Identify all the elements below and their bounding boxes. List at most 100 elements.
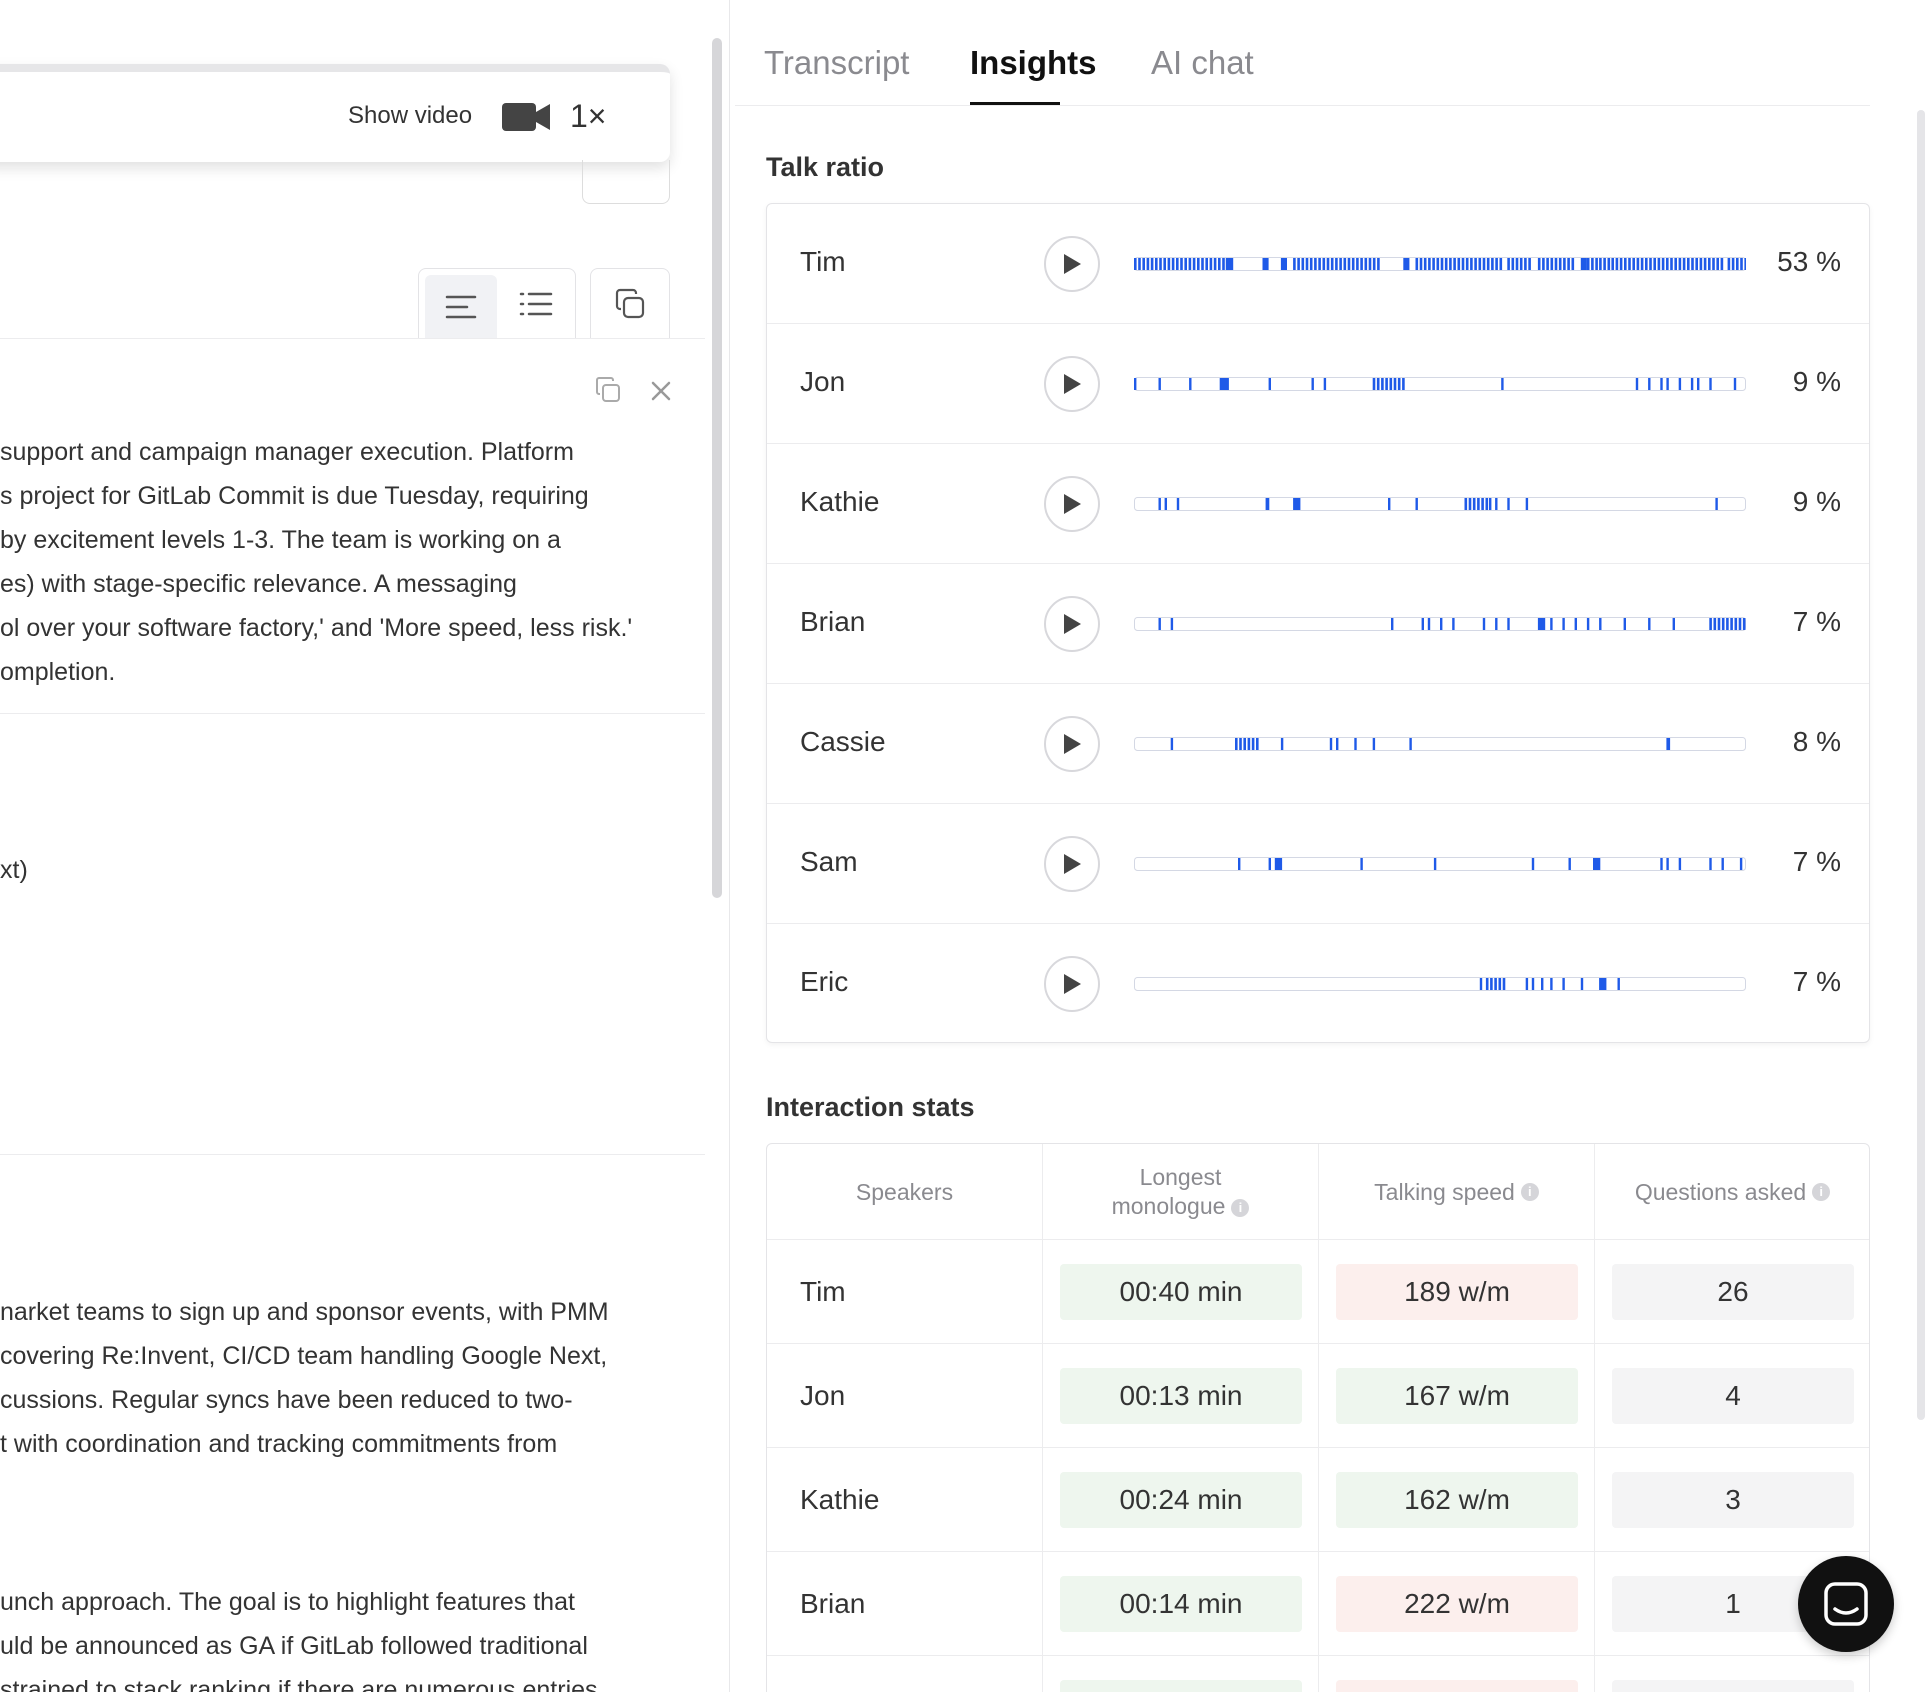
summary-line: ompletion. (0, 658, 116, 686)
play-speaker-button[interactable] (1044, 716, 1100, 772)
talk-segment (1218, 258, 1221, 270)
play-speaker-button[interactable] (1044, 956, 1100, 1012)
play-speaker-button[interactable] (1044, 356, 1100, 412)
show-video-button[interactable]: Show video (348, 102, 473, 129)
talk-segment (1235, 738, 1238, 750)
play-speaker-button[interactable] (1044, 236, 1100, 292)
talk-segment (1360, 258, 1363, 270)
info-icon[interactable]: i (1231, 1198, 1250, 1217)
talk-segment (1314, 258, 1317, 270)
keyboard-button[interactable] (582, 160, 670, 204)
talk-segment (1167, 258, 1171, 270)
column-header-longest-monologue: Longest monologue i (1043, 1144, 1318, 1240)
talk-segment (1666, 258, 1669, 270)
align-left-icon (445, 295, 477, 319)
speaker-name: Brian (800, 606, 866, 637)
play-speaker-button[interactable] (1044, 596, 1100, 652)
talk-segment (1562, 978, 1565, 990)
chat-support-button[interactable] (1798, 1556, 1894, 1652)
talking-speed-value: 162 w/m (1336, 1472, 1578, 1528)
table-cell (1612, 1680, 1854, 1692)
talking-speed-value: 222 w/m (1336, 1576, 1578, 1632)
summary-line: strained to stack ranking if there are n… (0, 1676, 598, 1692)
speaker-timeline[interactable] (1134, 977, 1746, 991)
talk-segment (1525, 978, 1529, 990)
speaker-timeline[interactable] (1134, 257, 1747, 271)
talk-segment (1636, 258, 1640, 270)
talk-segment (1739, 858, 1743, 870)
talk-segment (1329, 738, 1333, 750)
talk-segment (1209, 258, 1213, 270)
tab-bar: Transcript Insights AI chat (735, 0, 1870, 106)
talk-segment (1666, 738, 1671, 750)
tab-insights[interactable]: Insights (970, 44, 1097, 81)
talk-segment (1727, 258, 1731, 270)
speaker-timeline[interactable] (1134, 857, 1746, 871)
paragraph-view-button[interactable] (425, 275, 497, 339)
speaker-timeline[interactable] (1134, 617, 1746, 631)
talk-segment (1428, 258, 1431, 270)
talk-segment (1457, 258, 1461, 270)
talk-segment (1678, 858, 1682, 870)
interaction-stats-table: Speakers Longest monologue i Talking spee… (766, 1143, 1870, 1692)
talk-segment (1495, 258, 1498, 270)
speaker-timeline[interactable] (1134, 737, 1746, 751)
talk-segment (1402, 378, 1405, 390)
close-icon[interactable] (650, 380, 672, 407)
talk-segment (1323, 378, 1327, 390)
talk-segment (1580, 258, 1587, 270)
summary-line: s project for GitLab Commit is due Tuesd… (0, 482, 589, 510)
playback-speed-button[interactable]: 1× (570, 98, 607, 134)
talk-segment (1188, 258, 1192, 270)
talk-segment (1623, 618, 1626, 630)
play-icon (1064, 254, 1081, 274)
tab-ai-chat[interactable]: AI chat (1151, 44, 1254, 81)
talk-segment (1490, 978, 1493, 990)
speaker-name: Eric (800, 966, 849, 997)
copy-section-icon[interactable] (594, 376, 622, 409)
talk-segment (1381, 378, 1384, 390)
talk-segment (1591, 258, 1594, 270)
play-speaker-button[interactable] (1044, 476, 1100, 532)
tab-transcript[interactable]: Transcript (764, 44, 910, 81)
talk-segment (1502, 978, 1506, 990)
talk-ratio-row: Sam 7 % (767, 804, 1869, 924)
speaker-name: Cassie (800, 726, 886, 757)
speaker-timeline[interactable] (1134, 377, 1746, 391)
play-icon (1064, 854, 1081, 874)
right-scrollbar[interactable] (1917, 110, 1925, 1420)
talk-segment (1653, 258, 1656, 270)
talk-segment (1744, 258, 1747, 270)
talk-segment (1586, 618, 1590, 630)
talk-segment (1531, 978, 1535, 990)
timeline-track (1134, 737, 1746, 751)
talk-segment (1709, 618, 1712, 630)
table-cell (1336, 1680, 1578, 1692)
speaker-timeline[interactable] (1134, 497, 1746, 511)
bullet-view-button[interactable] (497, 269, 575, 339)
talk-segment (1603, 258, 1606, 270)
info-icon[interactable]: i (1520, 1183, 1539, 1201)
play-speaker-button[interactable] (1044, 836, 1100, 892)
talk-segment (1388, 498, 1391, 510)
talk-segment (1615, 258, 1619, 270)
talk-segment (1554, 258, 1558, 270)
talk-segment (1297, 258, 1300, 270)
talk-segment (1293, 498, 1301, 510)
talk-segment (1531, 858, 1535, 870)
play-icon (1064, 734, 1081, 754)
talk-segment (1660, 378, 1663, 390)
talk-segment (1180, 258, 1183, 270)
copy-summary-button[interactable] (590, 268, 670, 338)
talk-segment (1372, 738, 1376, 750)
video-camera-icon[interactable] (502, 102, 552, 137)
talk-segment (1465, 258, 1469, 270)
chat-icon (1824, 1582, 1868, 1626)
talk-segment (1318, 258, 1321, 270)
left-scrollbar[interactable] (712, 38, 722, 898)
column-header-talking-speed: Talking speed i (1319, 1144, 1594, 1240)
talk-segment (1528, 258, 1531, 270)
speaker-name: Jon (800, 1380, 846, 1411)
timeline-track (1134, 977, 1746, 991)
info-icon[interactable]: i (1812, 1183, 1831, 1201)
